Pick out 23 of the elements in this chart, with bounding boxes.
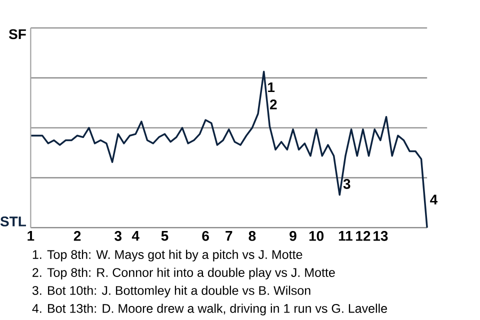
text: 4. Bot 13th: D. Moore drew a walk, driving in 1 run vs G. Lavelle [32, 304, 388, 316]
annotation: 3 [343, 179, 350, 190]
x-tick-label: 4 [132, 231, 140, 241]
text: 3. Bot 10th: J. Bottomley hit a double vs B. Wilson [32, 286, 310, 298]
x-tick-label: 1 [28, 231, 34, 241]
x-tick-label: 10 [309, 231, 324, 242]
x-tick-label: 6 [202, 231, 209, 242]
x-tick-label: 7 [226, 231, 232, 241]
x-tick-label: 5 [161, 231, 168, 242]
x-tick-label: 2 [74, 231, 81, 242]
x-tick-label: 9 [290, 231, 296, 242]
text: 4 [430, 195, 438, 205]
x-tick-label: 3 [114, 231, 122, 242]
x-tick-label: 8 [248, 231, 256, 242]
x-tick-label: 13 [374, 231, 388, 242]
annotation: 2 [270, 100, 277, 110]
text: STL [0, 216, 26, 227]
annotation: 1 [268, 82, 275, 92]
x-tick-label: 12 [356, 231, 370, 242]
x-tick-label: 11 [338, 231, 352, 241]
text: SF [8, 29, 26, 40]
text: 2. Top 8th: R. Connor hit into a double play vs J. Motte [32, 268, 335, 280]
text: 1. Top 8th: W. Mays got hit by a pitch vs J. Motte [32, 250, 302, 262]
